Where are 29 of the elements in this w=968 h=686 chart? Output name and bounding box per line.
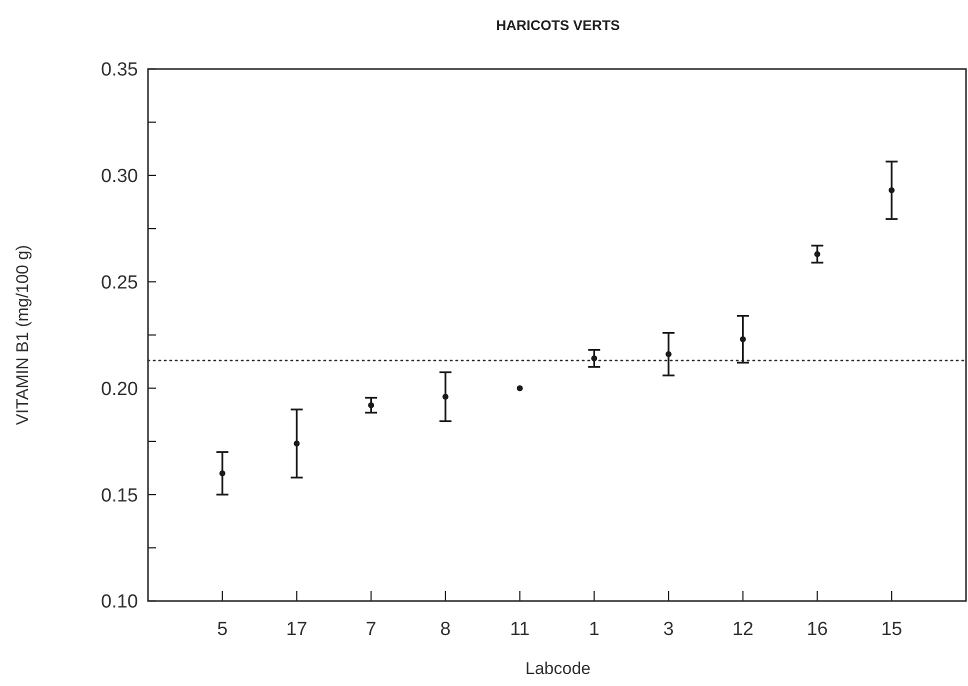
x-axis-title: Labcode — [525, 659, 591, 678]
y-tick-label: 0.30 — [101, 166, 138, 188]
chart-title: HARICOTS VERTS — [496, 17, 620, 33]
x-tick-label: 1 — [588, 619, 600, 640]
point — [442, 394, 448, 400]
point — [516, 385, 523, 392]
point — [814, 251, 820, 258]
x-tick-label: 5 — [217, 619, 228, 640]
y-axis-title: VITAMIN B1 (mg/100 g) — [13, 244, 32, 426]
x-tick-label: 7 — [366, 619, 376, 640]
point — [666, 351, 672, 358]
y-tick-label: 0.20 — [101, 378, 138, 400]
x-tick-label: 12 — [732, 619, 754, 640]
point — [294, 440, 300, 447]
x-tick-label: 16 — [806, 619, 828, 640]
point — [368, 402, 374, 408]
point — [740, 336, 746, 342]
point — [591, 355, 598, 362]
point — [219, 470, 226, 476]
y-tick-label: 0.25 — [101, 272, 138, 294]
y-tick-label: 0.15 — [101, 485, 138, 506]
y-tick-label: 0.35 — [101, 60, 138, 81]
x-tick-label: 8 — [440, 619, 451, 640]
x-tick-label: 17 — [286, 619, 308, 640]
x-tick-label: 11 — [510, 619, 530, 640]
y-tick-label: 0.10 — [101, 592, 138, 613]
x-tick-label: 3 — [663, 619, 674, 640]
x-tick-label: 15 — [881, 619, 902, 640]
point — [888, 187, 895, 194]
